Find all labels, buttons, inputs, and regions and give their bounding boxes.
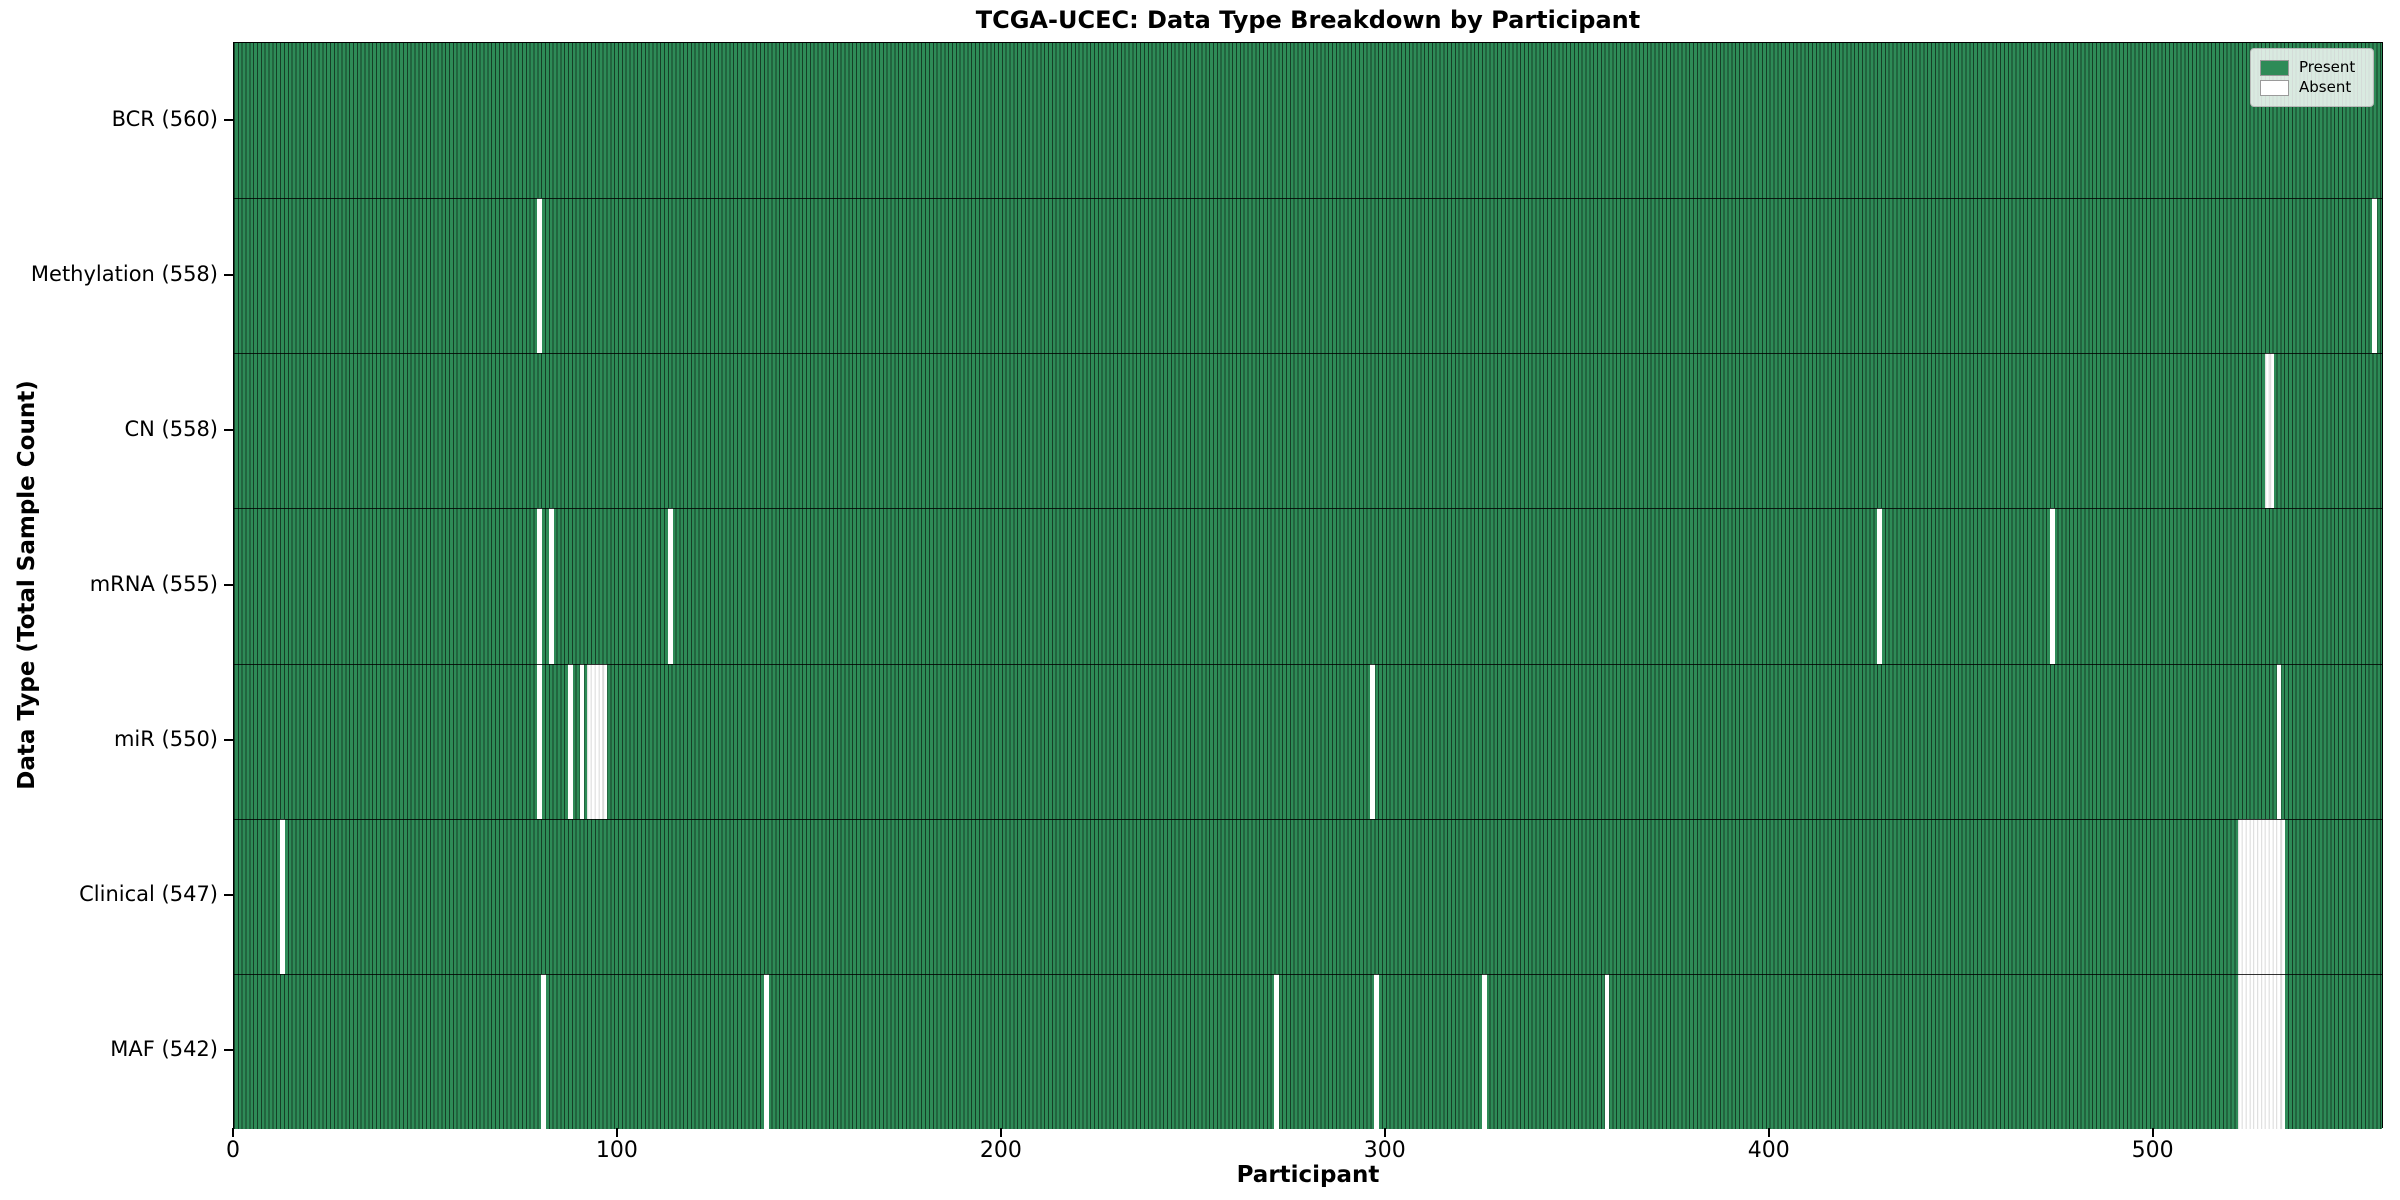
- y-tick-mark: [224, 273, 233, 276]
- heatmap-row-clinical: [234, 818, 2382, 974]
- absent-stripe: [2238, 973, 2286, 1129]
- heatmap-row-methylation: [234, 198, 2382, 354]
- plot-area: Present Absent: [233, 42, 2383, 1129]
- legend-swatch-absent-icon: [2260, 79, 2289, 96]
- y-tick-label: Methylation (558): [30, 261, 218, 286]
- heatmap-rows: [234, 43, 2382, 1129]
- absent-stripe: [2264, 353, 2274, 509]
- y-tick-label: mRNA (555): [89, 572, 218, 596]
- y-tick-mark: [224, 118, 233, 121]
- absent-stripe: [1374, 973, 1379, 1129]
- x-tick-mark: [1767, 1128, 1770, 1137]
- absent-stripe: [1604, 973, 1610, 1129]
- absent-stripe: [537, 663, 543, 819]
- absent-stripe: [2276, 663, 2282, 819]
- x-tick-label: 100: [595, 1138, 638, 1163]
- legend-swatch-present-icon: [2260, 59, 2289, 76]
- chart-title: TCGA-UCEC: Data Type Breakdown by Partic…: [975, 6, 1641, 34]
- heatmap-row-mrna: [234, 508, 2382, 664]
- x-tick-label: 400: [1747, 1138, 1790, 1163]
- x-tick-label: 200: [979, 1138, 1022, 1163]
- y-tick-mark: [224, 739, 233, 742]
- absent-stripe: [2049, 508, 2055, 664]
- row-separator: [234, 663, 2382, 665]
- heatmap-row-mir: [234, 663, 2382, 819]
- legend: Present Absent: [2250, 48, 2374, 107]
- x-tick-mark: [615, 1128, 618, 1137]
- row-separator: [234, 818, 2382, 820]
- absent-stripe: [2372, 198, 2378, 354]
- x-tick-label: 300: [1363, 1138, 1406, 1163]
- x-tick-mark: [1383, 1128, 1386, 1137]
- absent-stripe: [763, 973, 769, 1129]
- legend-label-absent: Absent: [2299, 78, 2352, 96]
- x-axis-label: Participant: [1236, 1162, 1380, 1188]
- x-tick-label: 500: [2131, 1138, 2174, 1163]
- x-tick-label: 0: [226, 1138, 240, 1163]
- heatmap-row-cn: [234, 353, 2382, 509]
- absent-stripe: [1274, 973, 1280, 1129]
- absent-stripe: [587, 663, 608, 819]
- absent-stripe: [548, 508, 554, 664]
- absent-stripe: [537, 508, 543, 664]
- row-separator: [234, 508, 2382, 510]
- heatmap-row-bcr: [234, 43, 2382, 199]
- y-tick-mark: [224, 894, 233, 897]
- absent-stripe: [667, 508, 673, 664]
- heatmap-row-maf: [234, 973, 2382, 1129]
- legend-entry-absent: Absent: [2260, 79, 2364, 96]
- absent-stripe: [541, 973, 546, 1129]
- y-tick-mark: [224, 584, 233, 586]
- x-tick-mark: [2151, 1128, 2154, 1137]
- y-tick-label: MAF (542): [110, 1037, 218, 1062]
- absent-stripe: [579, 663, 585, 819]
- x-tick-mark: [232, 1128, 234, 1137]
- y-tick-label: BCR (560): [111, 106, 218, 131]
- row-separator: [234, 353, 2382, 355]
- absent-stripe: [568, 663, 573, 819]
- y-tick-mark: [224, 428, 233, 431]
- y-tick-label: miR (550): [113, 727, 218, 752]
- row-separator: [234, 973, 2382, 975]
- y-tick-mark: [224, 1049, 233, 1052]
- absent-stripe: [2238, 818, 2286, 974]
- y-tick-label: Clinical (547): [79, 882, 218, 907]
- x-tick-mark: [999, 1128, 1002, 1137]
- absent-stripe: [1877, 508, 1882, 664]
- y-tick-label: CN (558): [124, 416, 218, 441]
- legend-entry-present: Present: [2260, 59, 2364, 76]
- absent-stripe: [1370, 663, 1376, 819]
- legend-label-present: Present: [2299, 58, 2356, 76]
- absent-stripe: [537, 198, 543, 354]
- absent-stripe: [280, 818, 285, 974]
- row-separator: [234, 198, 2382, 200]
- absent-stripe: [1481, 973, 1487, 1129]
